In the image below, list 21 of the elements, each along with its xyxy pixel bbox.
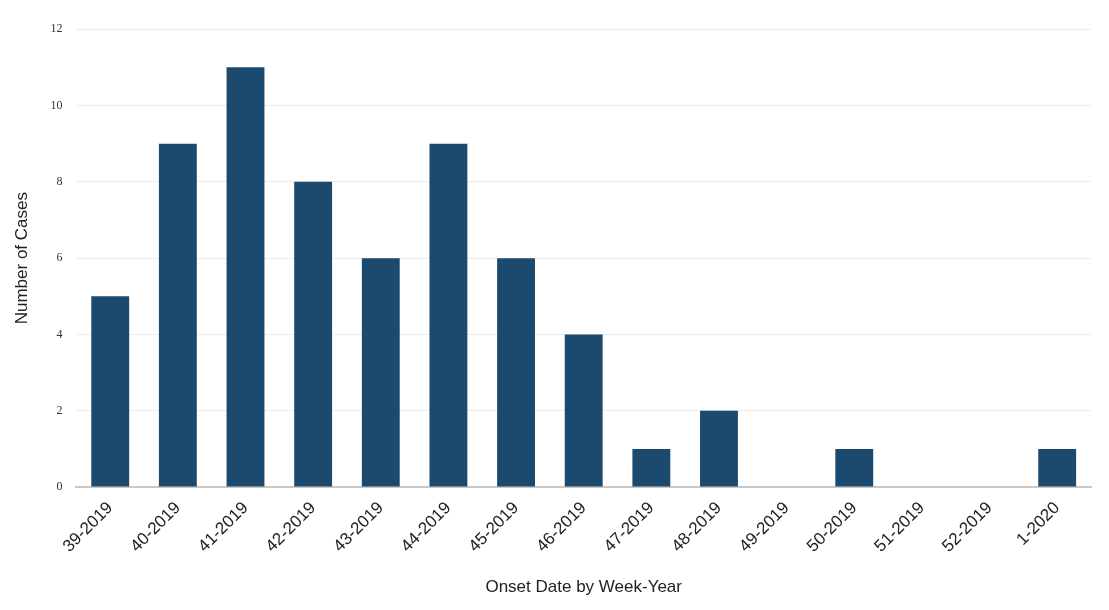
bar bbox=[564, 334, 603, 487]
bar bbox=[700, 410, 738, 487]
y-tick-label: 4 bbox=[56, 326, 63, 341]
y-tick-label: 10 bbox=[50, 97, 63, 112]
bar bbox=[361, 258, 400, 487]
bar bbox=[429, 143, 468, 487]
bar bbox=[294, 181, 333, 487]
bar bbox=[158, 143, 197, 487]
y-tick-label: 12 bbox=[50, 21, 63, 36]
bar bbox=[226, 67, 265, 487]
bar bbox=[835, 448, 874, 487]
bar bbox=[497, 258, 535, 487]
y-tick-label: 6 bbox=[56, 250, 63, 265]
bar bbox=[1038, 448, 1077, 487]
y-tick-label: 2 bbox=[56, 402, 63, 417]
bar bbox=[632, 448, 671, 487]
bar bbox=[91, 296, 130, 487]
y-axis-title: Number of Cases bbox=[11, 191, 31, 325]
y-tick-label: 0 bbox=[56, 479, 63, 494]
x-axis-title: Onset Date by Week-Year bbox=[485, 577, 683, 597]
y-tick-label: 8 bbox=[56, 173, 63, 188]
